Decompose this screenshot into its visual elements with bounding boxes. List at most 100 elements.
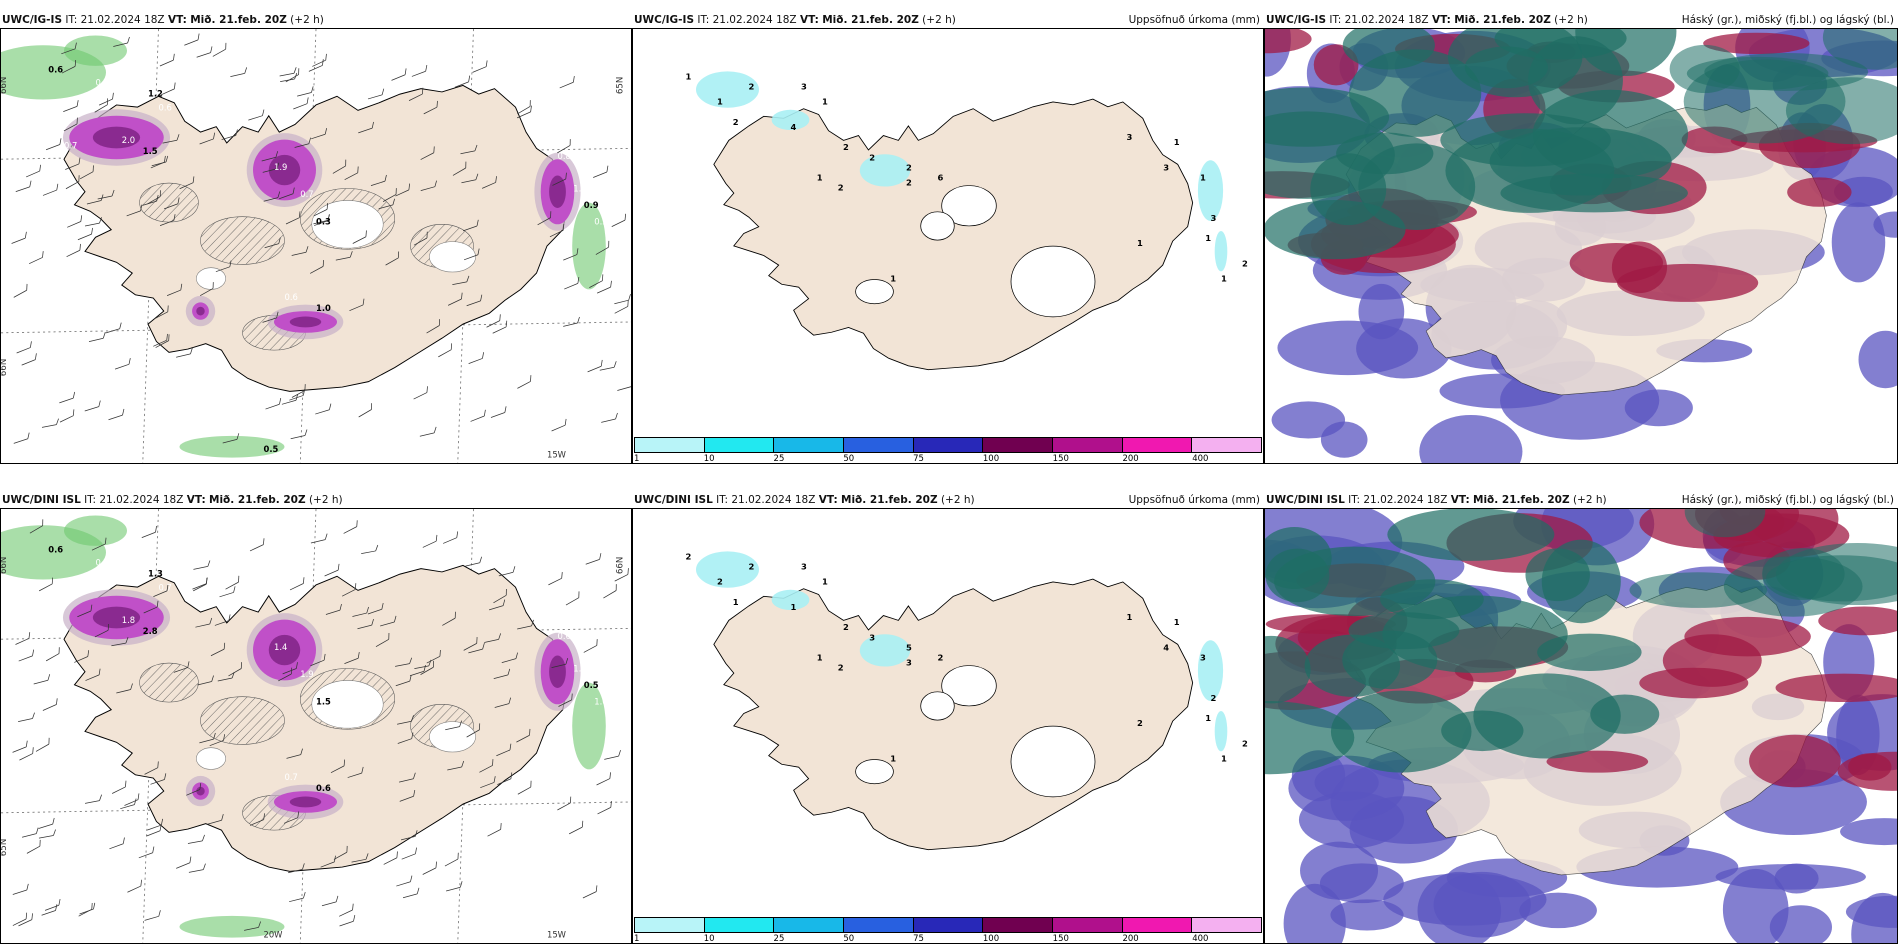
map-canvas[interactable]: 0.6 0.7 0.7 1.3 0.7 1.8 2.8 1.4 1.9 1.5 0.6 1.5 0.5 1… <box>1 509 631 943</box>
precip-value: 2 <box>838 663 844 673</box>
colorbar-swatch <box>635 918 705 932</box>
map-frame[interactable]: 1 2 1 3 1 2 4 2 2 2 2 6 1 2 3 1 3 1 3 1 1 2 1 1 1 10 25 50 75 100 150 2… <box>632 28 1264 464</box>
wind-barb-shaft <box>12 746 27 753</box>
wind-barb <box>264 237 281 249</box>
wind-barb <box>112 780 127 794</box>
precip-value: 3 <box>1127 132 1133 142</box>
wind-barb-shaft <box>66 249 81 258</box>
wind-barb-shaft <box>166 289 181 296</box>
map-canvas[interactable] <box>1265 509 1897 943</box>
wind-barb-flag <box>164 773 167 780</box>
wind-barb <box>311 128 328 140</box>
colorbar-labels: 1 10 25 50 75 100 150 200 400 <box>633 934 1263 943</box>
wind-barb-flag <box>236 433 240 440</box>
wind-barb-flag <box>235 129 238 136</box>
wind-barb <box>249 538 265 552</box>
precip-cyan-area <box>1197 160 1224 221</box>
wind-barb-flag <box>499 314 501 321</box>
colorbar-label: 75 <box>913 454 924 464</box>
wind-barb-flag <box>475 173 479 180</box>
wind-barb-flag <box>371 403 372 410</box>
panel-field-title: Uppsöfnuð úrkoma (mm) <box>1128 494 1260 506</box>
wind-barb-shaft <box>112 786 126 794</box>
wind-barb-flag <box>24 231 27 239</box>
wind-barb-flag <box>365 230 367 237</box>
precip-value: 2 <box>843 622 849 632</box>
wind-barb-flag <box>203 863 206 870</box>
wind-barb-flag <box>439 649 441 657</box>
high-cloud-area <box>1265 635 1311 704</box>
wind-barb-shaft <box>65 163 80 170</box>
wind-barb-flag <box>576 248 579 255</box>
wind-barb-shaft <box>289 583 304 591</box>
wind-barb <box>462 219 479 232</box>
map-frame[interactable]: 0.6 0.7 0.7 1.3 0.7 1.8 2.8 1.4 1.9 1.5 0.6 1.5 0.5 1… <box>0 508 632 944</box>
wind-barb <box>357 618 374 630</box>
wind-barb-shaft <box>217 677 233 682</box>
latitude-label: 65N <box>616 77 626 95</box>
wind-barb-shaft <box>98 98 113 106</box>
wind-barb-flag <box>276 162 280 169</box>
wind-barb-flag <box>311 86 314 93</box>
it-value: 21.02.2024 18Z <box>1363 494 1448 506</box>
wind-barb <box>611 213 626 227</box>
wind-barb-shaft <box>164 203 179 210</box>
wind-barb-flag <box>468 75 471 82</box>
wind-barb-flag <box>457 852 459 860</box>
vt-label: VT: <box>167 14 187 26</box>
wind-barb <box>289 577 305 591</box>
map-frame[interactable]: 0.6 0.9 1.4 1.2 0.6 2.0 1.5 1.9 0.7 0.3 0.8 1.0 0.9 0… <box>0 28 632 464</box>
map-canvas[interactable] <box>1265 29 1897 463</box>
precip-value: 2 <box>838 183 844 193</box>
precip-value: 1 <box>1205 713 1211 723</box>
precip-value: 1 <box>1205 233 1211 243</box>
precip-value: 2 <box>906 163 912 173</box>
wind-barb-flag <box>413 789 416 797</box>
wind-barb <box>548 572 563 586</box>
precip-value: 2 <box>733 117 739 127</box>
wind-barb-flag <box>450 343 452 350</box>
wind-barb <box>321 895 339 907</box>
wind-barb-shaft <box>288 869 303 874</box>
map-frame[interactable]: 2 2 2 3 1 1 1 2 3 5 3 2 1 2 1 1 4 3 2 1 2 2 1 1 1 10 25 50 75 100 150 2… <box>632 508 1264 944</box>
wind-barb-flag <box>505 588 507 596</box>
wind-barb-shaft <box>408 93 423 101</box>
wind-barb <box>380 615 397 627</box>
wind-barb <box>209 734 226 747</box>
contour-value: 0.8 <box>558 152 571 162</box>
wind-barb-shaft <box>493 674 509 679</box>
wind-barb <box>153 584 169 597</box>
wind-barb-flag <box>47 674 51 681</box>
wind-barb <box>15 180 32 193</box>
wind-barb <box>184 33 200 46</box>
lead-time: (+2 h) <box>1572 494 1607 506</box>
wind-barb-flag <box>595 885 598 892</box>
wind-barb-shaft <box>420 666 434 675</box>
wind-barb-shaft <box>127 885 142 893</box>
vt-value: Mið. 21.feb. 20Z <box>209 494 306 506</box>
wind-barb <box>487 823 502 837</box>
colorbar-swatches <box>634 917 1262 933</box>
wind-barb-shaft <box>324 569 339 577</box>
wind-barb-shaft <box>285 217 300 225</box>
wind-barb <box>426 319 440 334</box>
wind-barb <box>84 400 101 412</box>
wind-barb-shaft <box>341 589 356 597</box>
wind-barb-flag <box>295 394 299 401</box>
wind-barb-shaft <box>309 266 324 274</box>
wind-barb-flag <box>166 584 169 591</box>
map-canvas[interactable]: 0.6 0.9 1.4 1.2 0.6 2.0 1.5 1.9 0.7 0.3 0.8 1.0 0.9 0… <box>1 29 631 463</box>
wind-barb-shaft <box>564 283 579 290</box>
wind-barb <box>35 737 50 752</box>
wind-barb-shaft <box>595 246 609 255</box>
map-frame[interactable] <box>1264 508 1898 944</box>
wind-barb <box>466 294 483 307</box>
wind-barb-shaft <box>352 612 367 617</box>
wind-barb <box>486 314 501 328</box>
map-frame[interactable] <box>1264 28 1898 464</box>
glacier-white <box>196 267 226 290</box>
wind-barb <box>413 386 428 400</box>
wind-barb <box>426 649 441 664</box>
